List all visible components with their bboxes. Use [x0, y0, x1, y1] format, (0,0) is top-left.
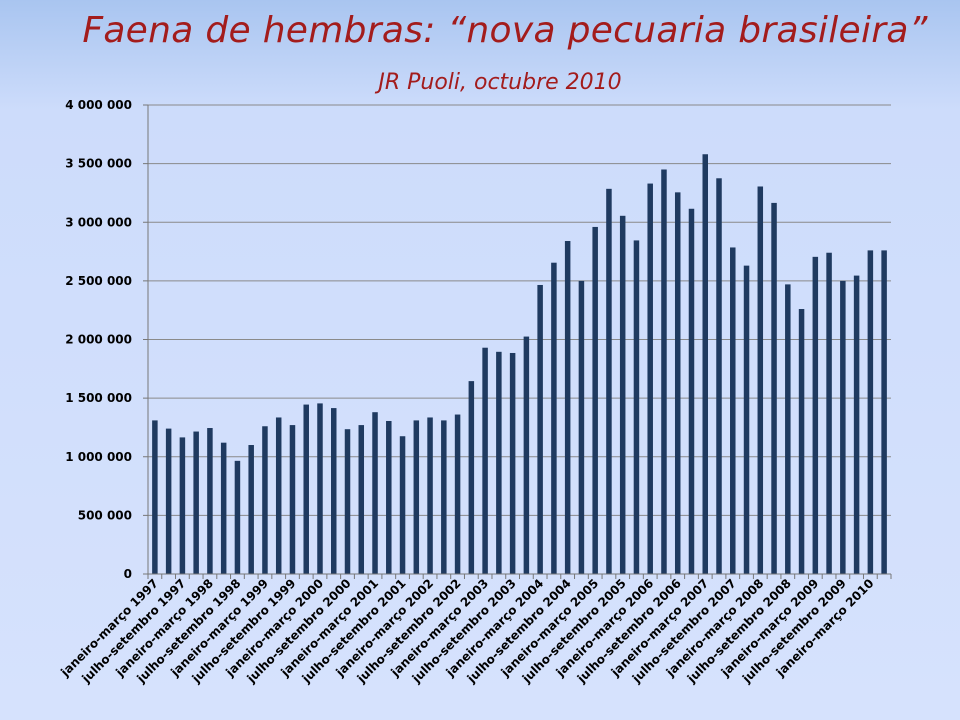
bar [220, 442, 227, 574]
bar [344, 429, 351, 574]
bar [207, 428, 213, 574]
bar [730, 247, 736, 574]
bar [234, 460, 241, 574]
bar [413, 420, 420, 574]
gridlines [143, 104, 891, 575]
bar [785, 284, 791, 574]
bar [317, 403, 323, 574]
slide-title: Faena de hembras: “nova pecuaria brasile… [82, 10, 928, 51]
bar [275, 417, 282, 574]
bar [578, 280, 585, 575]
y-tick-label: 1 500 000 [65, 391, 132, 405]
axes [147, 105, 892, 579]
slide-subtitle: JR Puoli, octubre 2010 [378, 70, 622, 95]
y-tick-label: 2 500 000 [65, 274, 132, 288]
bar [165, 428, 172, 574]
bar [716, 178, 722, 574]
bar [303, 404, 309, 574]
bar [702, 154, 708, 574]
y-tick-label: 1 000 000 [65, 450, 132, 464]
bar [482, 347, 488, 574]
y-tick-label: 500 000 [78, 508, 132, 522]
bar [454, 414, 461, 574]
y-axis-tick-labels: 0 500 000 1 000 000 1 500 000 2 000 000 2 500… [65, 98, 132, 581]
bar [674, 192, 681, 574]
bar [441, 420, 447, 574]
bar [853, 275, 860, 574]
bar [509, 352, 516, 574]
bar [619, 215, 626, 575]
bar [826, 252, 832, 575]
bars [152, 154, 887, 575]
bar [386, 420, 392, 574]
bar [399, 436, 406, 574]
bar [743, 265, 750, 574]
bar [179, 437, 186, 574]
bar [468, 381, 475, 574]
y-tick-label: 0 [124, 567, 132, 581]
bar [606, 188, 612, 574]
bar [688, 208, 695, 574]
bar [661, 169, 667, 575]
bar [537, 284, 543, 574]
y-tick-label: 2 000 000 [65, 333, 132, 347]
bar [798, 309, 805, 574]
bar [881, 250, 887, 574]
bar [771, 202, 777, 574]
bar [757, 186, 764, 575]
bar [358, 425, 365, 574]
y-tick-label: 3 500 000 [65, 157, 132, 171]
bar [152, 420, 158, 574]
bar [867, 250, 874, 574]
bar [193, 431, 199, 574]
bar [812, 256, 819, 574]
bar [427, 417, 433, 574]
y-tick-label: 4 000 000 [65, 98, 132, 112]
bar [592, 226, 598, 574]
bar [647, 183, 653, 574]
bar [523, 336, 530, 574]
bar [633, 240, 640, 575]
bar [840, 280, 846, 575]
bar [248, 445, 254, 574]
y-tick-label: 3 000 000 [65, 215, 132, 229]
bar [564, 241, 571, 574]
bar [496, 351, 502, 574]
bar [331, 408, 337, 574]
bar [372, 412, 378, 574]
bar [262, 426, 268, 574]
bar [551, 262, 557, 574]
bar [289, 425, 296, 574]
